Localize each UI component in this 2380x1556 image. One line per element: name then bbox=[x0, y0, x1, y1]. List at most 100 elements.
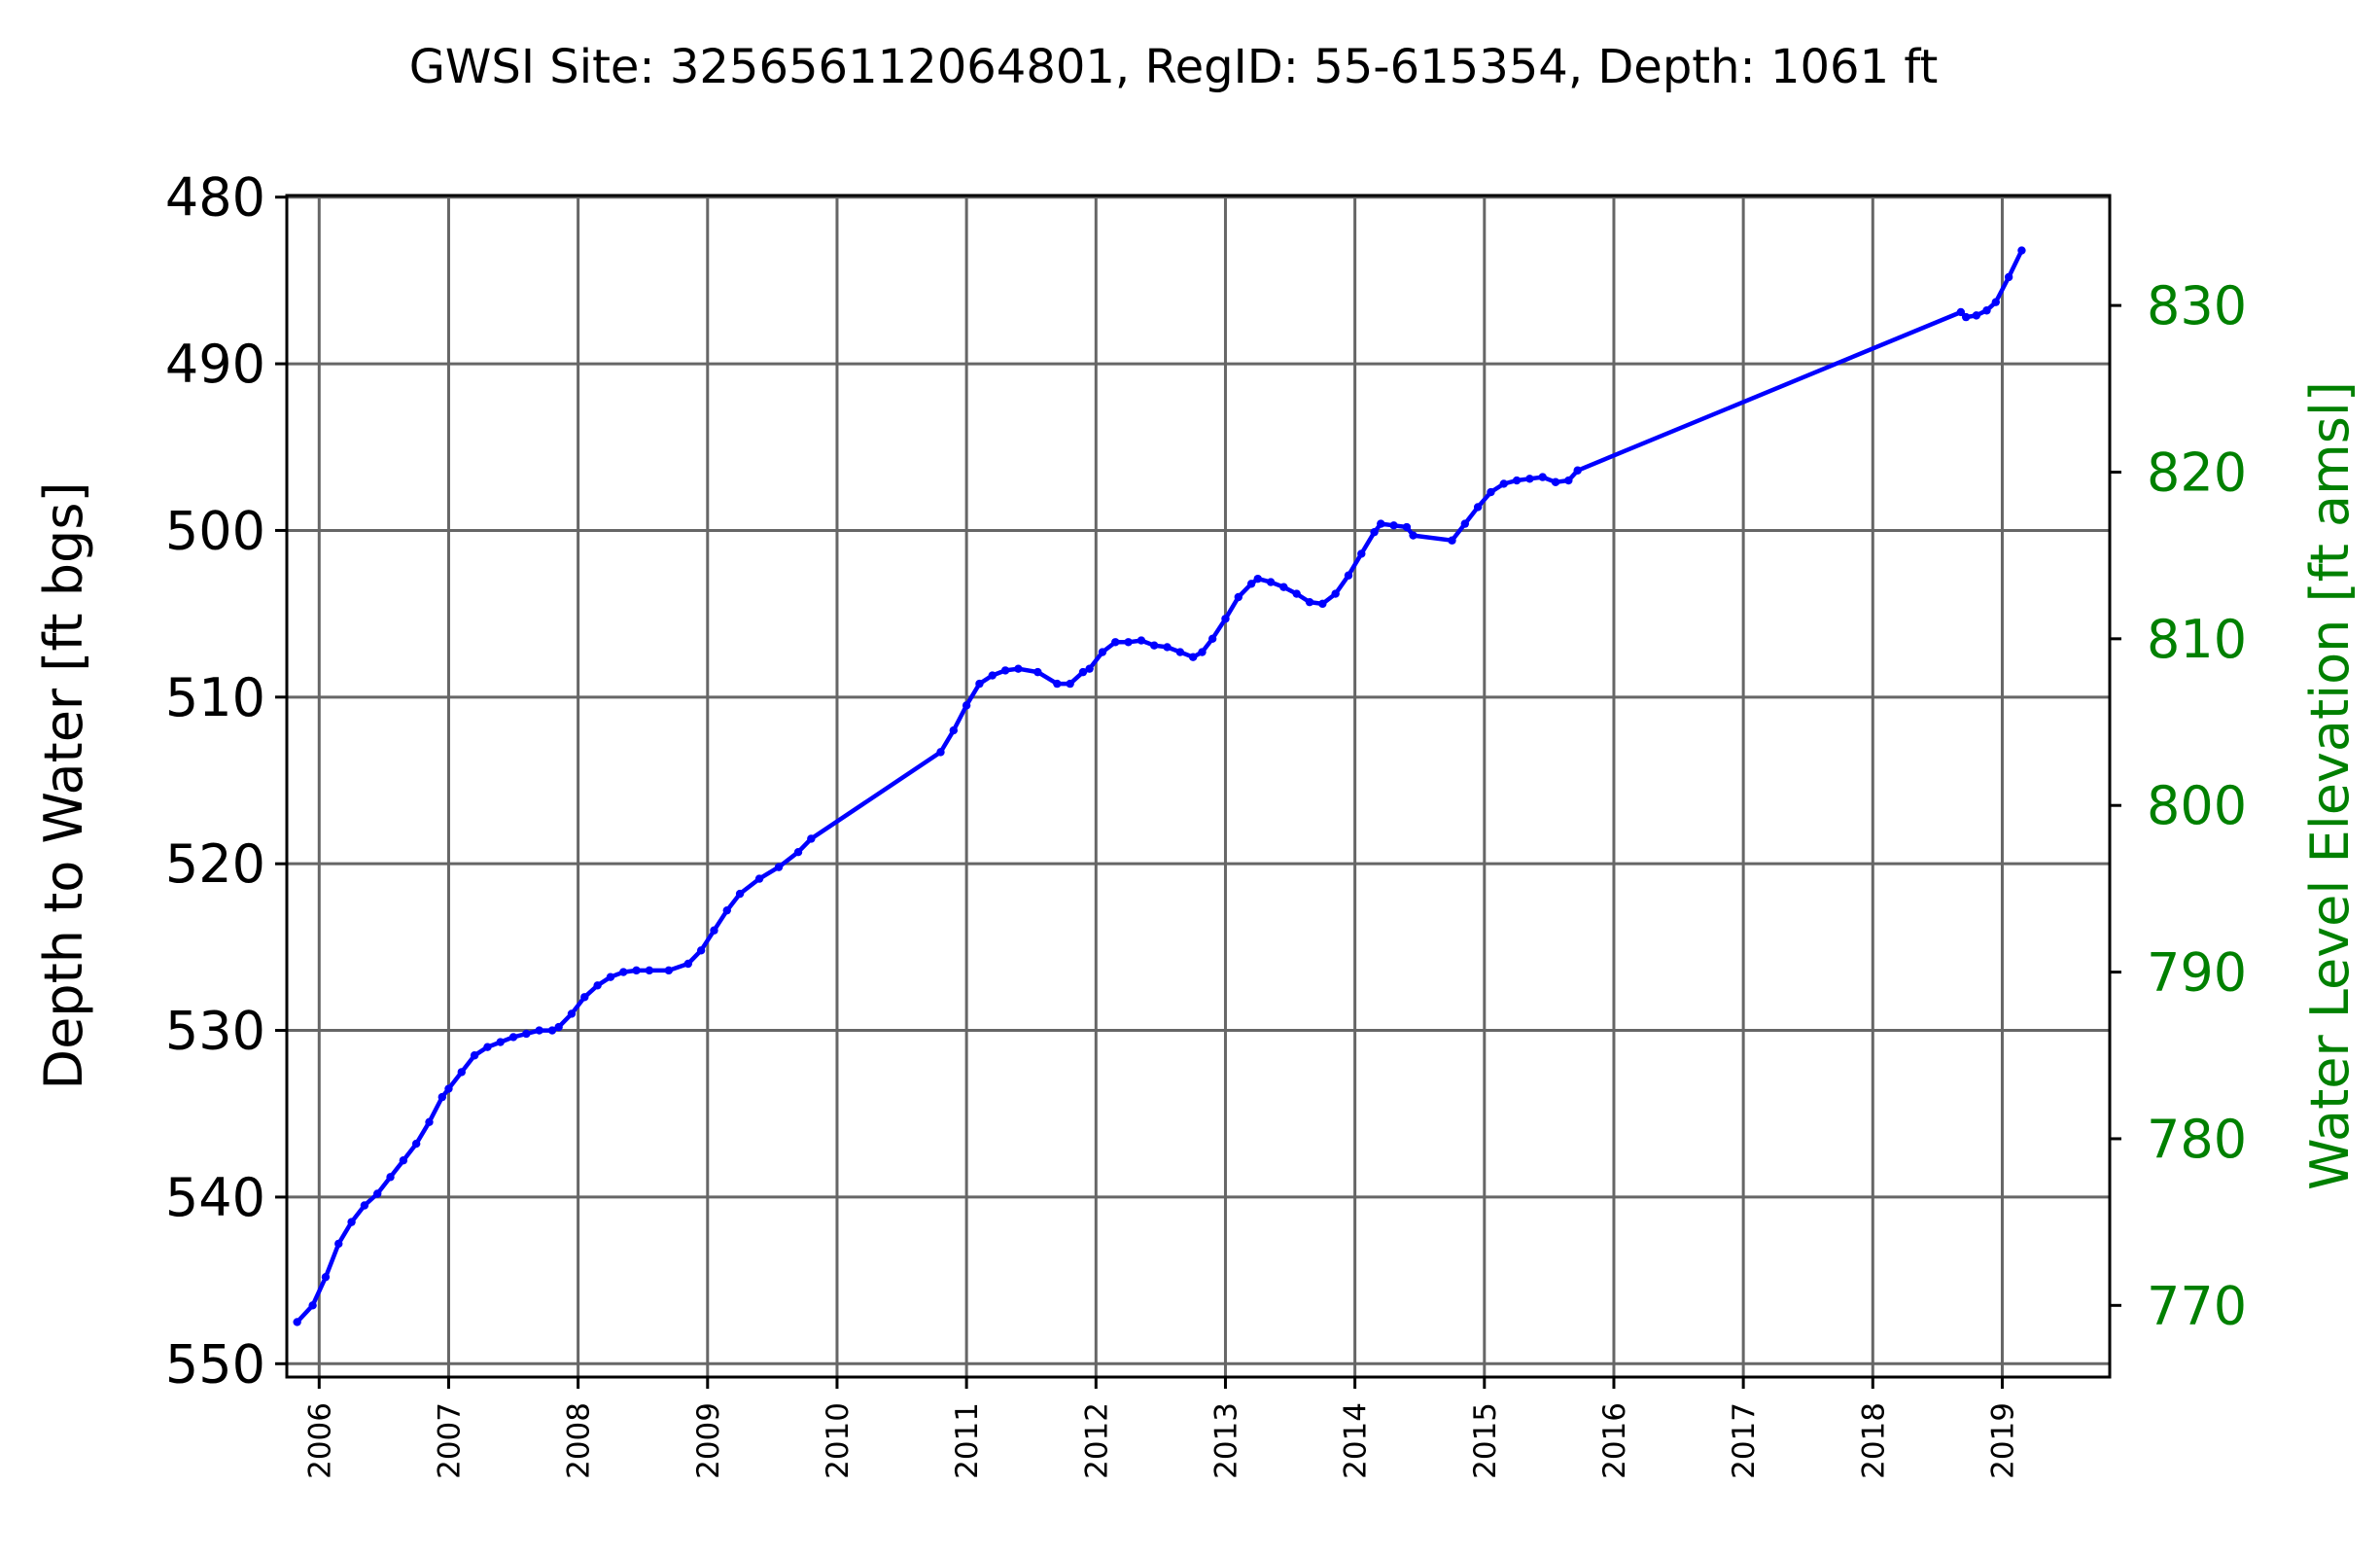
plot-area bbox=[293, 246, 2026, 1326]
x-tick-label: 2010 bbox=[821, 1402, 856, 1479]
data-point bbox=[1292, 589, 1301, 598]
y-tick-label: 540 bbox=[165, 1167, 265, 1228]
data-point bbox=[606, 972, 615, 981]
data-point bbox=[2017, 246, 2026, 255]
data-point bbox=[496, 1038, 505, 1046]
data-point bbox=[2004, 272, 2013, 282]
data-point bbox=[793, 847, 803, 857]
y2-tick-label: 780 bbox=[2147, 1109, 2247, 1170]
data-point bbox=[1163, 643, 1172, 652]
data-point bbox=[619, 968, 628, 976]
data-point bbox=[1188, 653, 1198, 661]
y-tick-label: 480 bbox=[165, 167, 265, 229]
data-point bbox=[547, 1026, 557, 1035]
data-point bbox=[936, 748, 945, 757]
y2-axis-label: Water Level Elevation [ft amsl] bbox=[2299, 381, 2361, 1190]
data-point bbox=[1956, 307, 1966, 317]
x-tick-label: 2017 bbox=[1727, 1402, 1762, 1479]
data-point bbox=[1124, 638, 1133, 647]
data-point bbox=[457, 1068, 466, 1077]
x-tick-label: 2015 bbox=[1468, 1402, 1503, 1479]
data-point bbox=[664, 966, 674, 975]
data-point bbox=[1370, 527, 1379, 537]
data-point bbox=[399, 1156, 408, 1165]
data-point bbox=[535, 1026, 543, 1035]
x-tick-label: 2006 bbox=[302, 1402, 337, 1479]
grid bbox=[287, 195, 2110, 1377]
data-point bbox=[321, 1272, 331, 1282]
data-point bbox=[1972, 311, 1981, 320]
x-tick-label: 2014 bbox=[1339, 1402, 1374, 1479]
y-tick-label: 520 bbox=[165, 833, 265, 895]
x-tick-label: 2012 bbox=[1079, 1402, 1114, 1479]
y-tick-label: 550 bbox=[165, 1333, 265, 1395]
x-tick-label: 2018 bbox=[1856, 1402, 1891, 1479]
y-axis-label: Depth to Water [ft bgs] bbox=[33, 481, 94, 1089]
y2-tick-label: 830 bbox=[2147, 275, 2247, 336]
data-point bbox=[1066, 679, 1074, 689]
data-point bbox=[1198, 648, 1207, 656]
data-point bbox=[1991, 298, 2001, 306]
x-tick-label: 2011 bbox=[950, 1402, 985, 1479]
data-point bbox=[754, 874, 764, 883]
data-point bbox=[696, 946, 706, 955]
data-point bbox=[1098, 648, 1107, 656]
chart-title: GWSI Site: 325656112064801, RegID: 55-61… bbox=[409, 40, 1939, 94]
data-point bbox=[1499, 479, 1508, 488]
data-point bbox=[1389, 521, 1398, 530]
y-tick-label: 530 bbox=[165, 1001, 265, 1062]
data-point bbox=[1137, 636, 1146, 645]
data-point bbox=[1525, 475, 1534, 483]
data-point bbox=[1318, 599, 1327, 609]
data-point bbox=[347, 1218, 356, 1226]
data-point bbox=[1377, 519, 1385, 528]
data-point bbox=[710, 926, 718, 935]
data-point bbox=[334, 1239, 343, 1249]
x-tick-label: 2009 bbox=[691, 1402, 726, 1479]
data-point bbox=[1085, 664, 1094, 673]
data-point bbox=[975, 679, 984, 689]
data-point bbox=[1053, 679, 1062, 689]
data-point bbox=[1111, 638, 1120, 647]
data-point bbox=[1961, 312, 1971, 322]
data-point bbox=[1246, 580, 1256, 588]
data-point bbox=[1538, 473, 1547, 481]
y2-tick-label: 770 bbox=[2147, 1275, 2247, 1336]
data-point bbox=[373, 1189, 382, 1198]
x-tick-label: 2013 bbox=[1208, 1402, 1243, 1479]
data-point bbox=[1357, 549, 1366, 558]
data-point bbox=[645, 966, 654, 975]
data-point bbox=[1402, 522, 1412, 532]
data-point bbox=[1000, 666, 1010, 675]
data-point bbox=[1331, 589, 1340, 598]
data-point bbox=[508, 1033, 518, 1042]
data-point bbox=[411, 1139, 421, 1149]
data-point bbox=[1487, 487, 1495, 497]
data-point bbox=[949, 725, 959, 735]
data-point bbox=[554, 1022, 563, 1032]
y2-tick-label: 790 bbox=[2147, 942, 2247, 1004]
data-point bbox=[1982, 306, 1991, 315]
data-point bbox=[807, 834, 816, 843]
data-point bbox=[1564, 476, 1573, 485]
data-point bbox=[988, 671, 997, 680]
data-point bbox=[1221, 615, 1230, 623]
data-point bbox=[522, 1029, 531, 1039]
data-point bbox=[580, 993, 589, 1002]
data-point bbox=[774, 863, 784, 871]
data-point bbox=[1344, 571, 1353, 580]
data-point bbox=[470, 1051, 479, 1060]
x-tick-label: 2016 bbox=[1597, 1402, 1632, 1479]
data-point bbox=[735, 889, 745, 899]
data-point bbox=[567, 1009, 577, 1018]
axis-ticks: 480 490 500 510 520 530 540 550 770 780 790 800 810 8… bbox=[165, 167, 2247, 1479]
y-tick-label: 490 bbox=[165, 334, 265, 395]
data-point bbox=[444, 1084, 453, 1093]
data-point bbox=[438, 1092, 447, 1102]
data-point bbox=[1078, 667, 1088, 677]
x-tick-label: 2019 bbox=[1985, 1402, 2020, 1479]
data-point bbox=[683, 959, 693, 969]
y-tick-label: 500 bbox=[165, 500, 265, 561]
data-point bbox=[1409, 531, 1418, 540]
